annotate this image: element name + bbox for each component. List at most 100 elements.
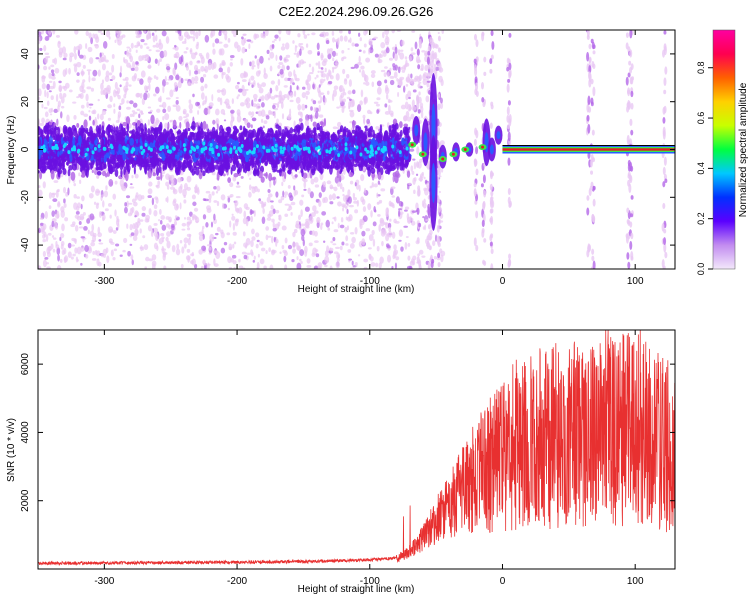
heatmap-speckle xyxy=(345,243,349,246)
heatmap-speckle xyxy=(178,56,183,65)
heatmap-band-blob xyxy=(195,122,199,128)
heatmap-speckle xyxy=(346,74,350,79)
heatmap-speckle xyxy=(424,52,428,57)
heatmap-speckle xyxy=(109,241,114,244)
heatmap-speckle xyxy=(227,105,231,110)
heatmap-speckle xyxy=(200,85,205,92)
heatmap-speckle xyxy=(320,67,324,70)
heatmap-speckle xyxy=(72,253,76,257)
heatmap-speckle xyxy=(411,210,417,213)
heatmap-speckle xyxy=(200,65,205,72)
heatmap-speckle xyxy=(231,215,236,221)
heatmap-speckle xyxy=(119,84,122,88)
heatmap-speckle xyxy=(418,177,424,182)
heatmap-speckle xyxy=(42,223,47,231)
heatmap-speckle xyxy=(64,217,69,222)
heatmap-speckle xyxy=(312,247,318,256)
heatmap-speckle xyxy=(340,217,344,223)
heatmap-speckle xyxy=(161,224,167,231)
heatmap-band-blob xyxy=(190,125,196,130)
heatmap-speckle xyxy=(278,30,282,35)
heatmap-speckle xyxy=(316,74,319,78)
heatmap-speckle xyxy=(44,111,49,118)
heatmap-speckle xyxy=(293,90,297,97)
heatmap-speckle xyxy=(229,55,235,59)
heatmap-speckle xyxy=(390,187,394,195)
heatmap-speckle xyxy=(76,96,80,99)
heatmap-speckle xyxy=(307,114,313,120)
heatmap-speckle xyxy=(194,75,199,82)
heatmap-speckle xyxy=(38,185,41,189)
heatmap-speckle xyxy=(313,176,319,183)
heatmap-speckle xyxy=(376,192,379,199)
heatmap-speckle xyxy=(381,240,384,247)
heatmap-speckle xyxy=(175,96,179,99)
heatmap-speckle xyxy=(86,101,90,108)
heatmap-speckle xyxy=(190,30,194,35)
heatmap-speckle xyxy=(176,243,180,250)
heatmap-speckle xyxy=(389,67,392,72)
heatmap-speckle xyxy=(220,231,225,239)
heatmap-speckle xyxy=(67,242,72,249)
heatmap-speckle xyxy=(154,58,158,64)
heatmap-speckle xyxy=(54,224,59,230)
heatmap-speckle xyxy=(307,33,310,36)
heatmap-speckle xyxy=(52,198,58,203)
heatmap-speckle xyxy=(88,110,91,113)
heatmap-speckle xyxy=(233,241,237,245)
heatmap-speckle xyxy=(270,204,274,210)
heatmap-speckle xyxy=(293,185,296,191)
heatmap-speckle xyxy=(419,106,424,113)
heatmap-band-blob xyxy=(348,172,354,178)
heatmap-speckle xyxy=(187,255,190,263)
heatmap-speckle xyxy=(347,48,350,51)
heatmap-speckle xyxy=(49,85,54,90)
heatmap-speckle xyxy=(251,60,255,66)
heatmap-speckle xyxy=(136,225,140,228)
heatmap-speckle xyxy=(250,186,255,189)
heatmap-speckle xyxy=(77,48,80,57)
heatmap-speckle xyxy=(131,61,136,69)
heatmap-speckle xyxy=(183,237,189,244)
heatmap-speckle xyxy=(405,77,411,83)
heatmap-speckle xyxy=(191,214,196,219)
heatmap-speckle xyxy=(441,30,445,34)
heatmap-speckle xyxy=(67,187,70,196)
heatmap-speckle xyxy=(405,235,409,239)
heatmap-speckle xyxy=(434,234,438,242)
heatmap-speckle xyxy=(289,99,294,103)
heatmap-speckle xyxy=(394,262,398,269)
heatmap-speckle xyxy=(111,64,115,73)
heatmap-band-blob xyxy=(70,171,76,181)
heatmap-speckle xyxy=(212,42,215,48)
heatmap-speckle xyxy=(213,186,217,190)
heatmap-speckle xyxy=(410,165,414,172)
heatmap-speckle xyxy=(97,30,102,33)
heatmap-speckle xyxy=(89,213,95,221)
heatmap-speckle xyxy=(305,79,309,86)
heatmap-speckle xyxy=(427,232,433,241)
heatmap-speckle xyxy=(143,244,149,250)
heatmap-speckle xyxy=(407,242,411,247)
heatmap-speckle xyxy=(55,241,58,247)
heatmap-speckle xyxy=(342,167,346,175)
heatmap-speckle xyxy=(332,37,335,43)
heatmap-speckle xyxy=(423,215,429,223)
heatmap-speckle xyxy=(68,89,73,93)
heatmap-speckle xyxy=(403,209,408,212)
heatmap-band-blob xyxy=(122,121,127,127)
heatmap-speckle xyxy=(157,180,161,187)
heatmap-speckle xyxy=(71,237,76,242)
heatmap-speckle xyxy=(42,233,46,239)
heatmap-speckle xyxy=(73,45,77,54)
heatmap-speckle xyxy=(161,245,165,254)
heatmap-speckle xyxy=(364,96,368,104)
heatmap-speckle xyxy=(368,47,371,55)
heatmap-speckle xyxy=(253,185,259,193)
heatmap-speckle xyxy=(139,78,144,85)
chart-title: C2E2.2024.296.09.26.G26 xyxy=(279,4,434,19)
heatmap-speckle xyxy=(250,124,253,129)
heatmap-speckle xyxy=(376,80,382,87)
heatmap-speckle xyxy=(228,243,233,251)
heatmap-speckle xyxy=(404,206,410,210)
